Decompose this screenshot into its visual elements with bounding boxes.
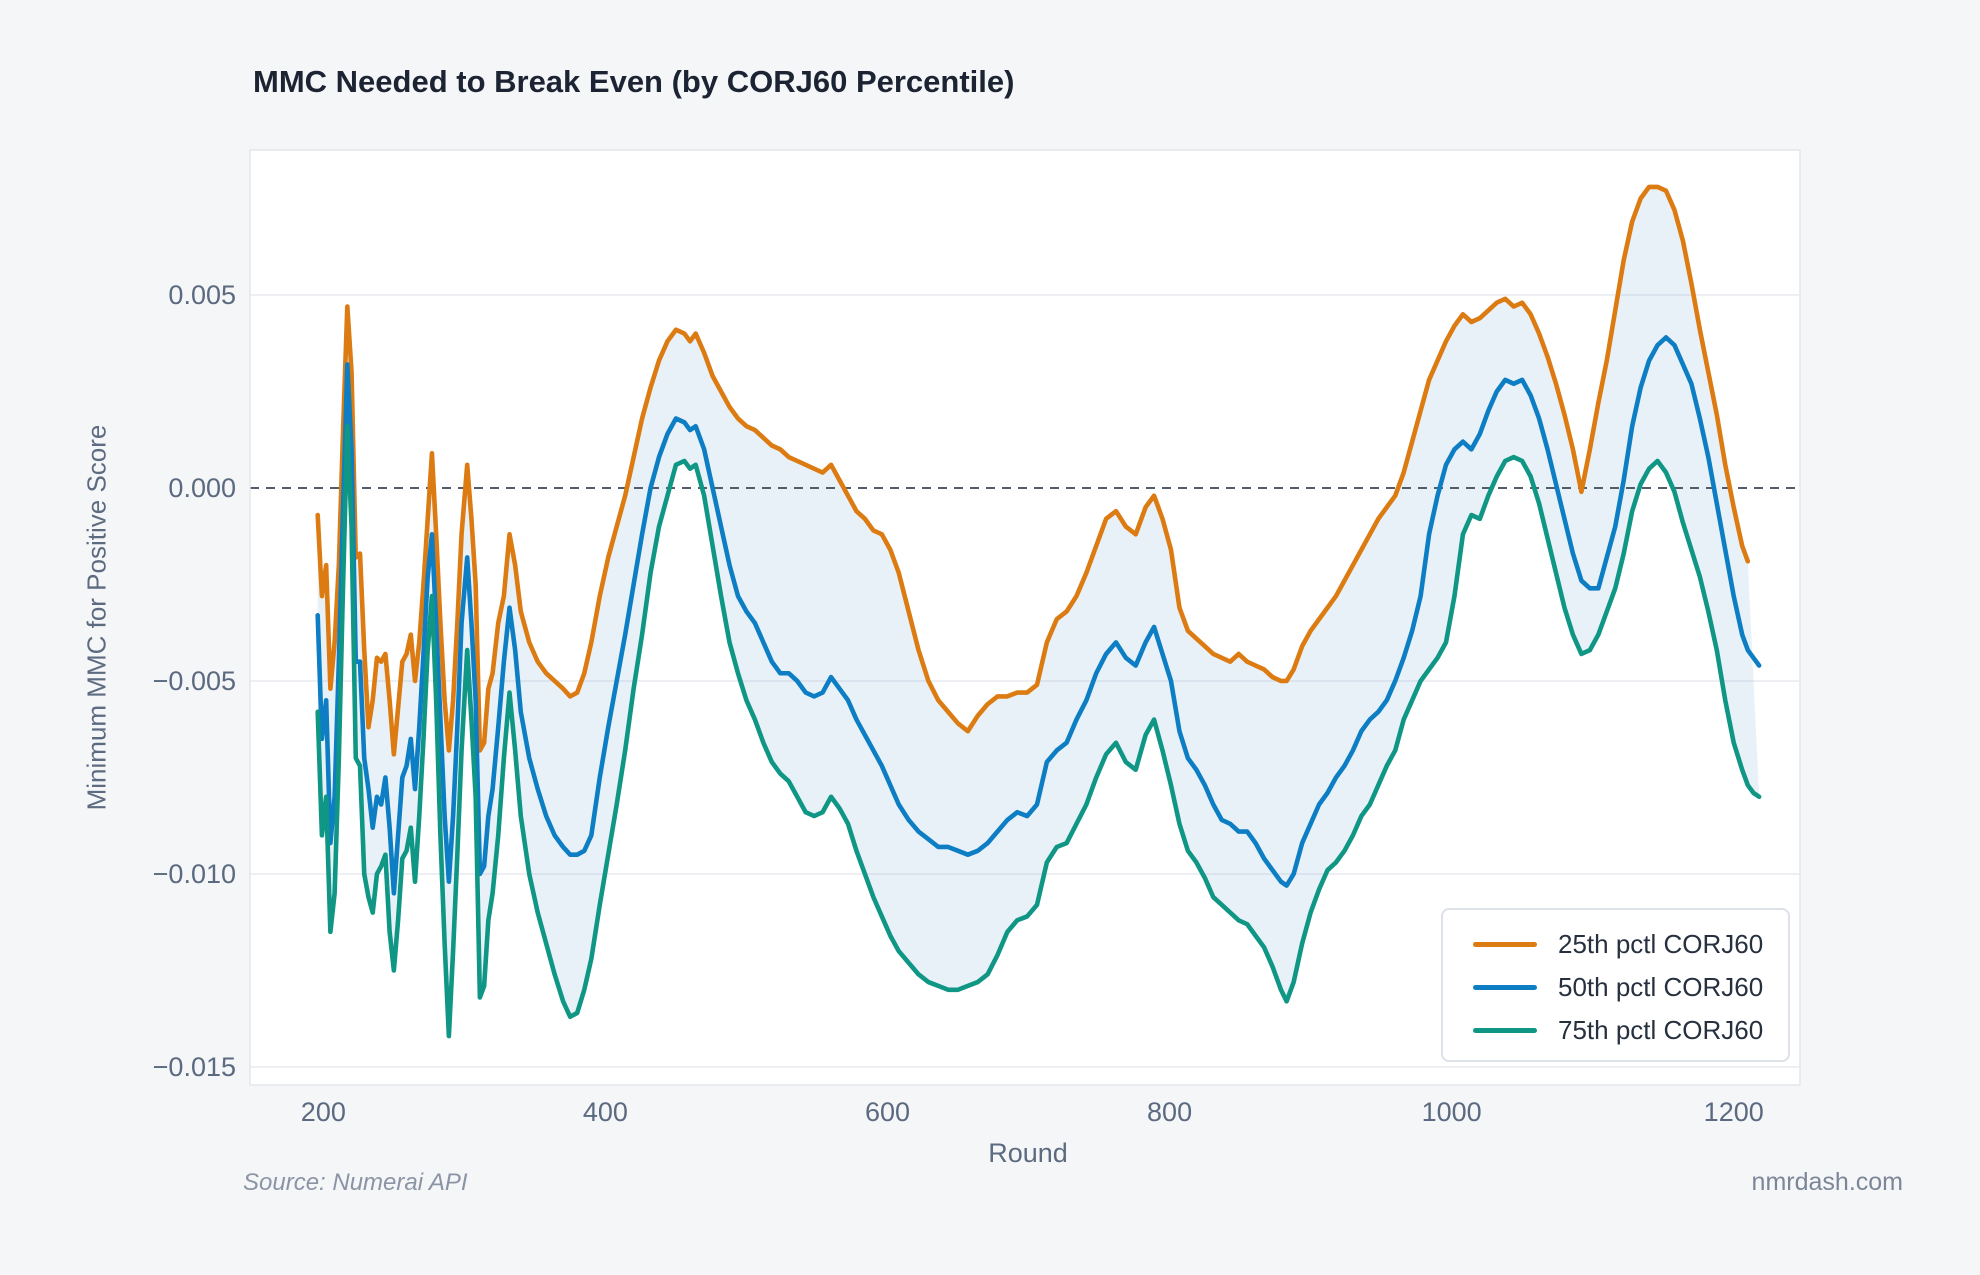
x-axis-title: Round <box>988 1138 1068 1168</box>
x-tick-label: 1200 <box>1704 1097 1764 1127</box>
series-line-25th-pctl[interactable] <box>315 184 1751 757</box>
legend-label: 25th pctl CORJ60 <box>1558 929 1764 959</box>
series-line-75th-pctl[interactable] <box>315 423 1762 1039</box>
brand-attribution: nmrdash.com <box>1751 1168 1903 1196</box>
series-line-50th-pctl[interactable] <box>315 335 1762 896</box>
x-tick-label: 400 <box>583 1097 628 1127</box>
legend-swatch-75th-icon <box>1473 1028 1537 1033</box>
x-tick-label: 600 <box>865 1097 910 1127</box>
x-tick-label: 800 <box>1147 1097 1192 1127</box>
plot-border <box>249 149 1801 1086</box>
y-tick-label: 0.000 <box>168 473 236 503</box>
legend[interactable]: 25th pctl CORJ60 50th pctl CORJ60 75th p… <box>1441 908 1790 1062</box>
legend-item-75th[interactable]: 75th pctl CORJ60 <box>1443 1009 1788 1052</box>
legend-swatch-50th-icon <box>1473 985 1537 990</box>
y-tick-label: −0.015 <box>153 1052 236 1082</box>
legend-item-25th[interactable]: 25th pctl CORJ60 <box>1443 923 1788 966</box>
y-tick-label: −0.010 <box>153 859 236 889</box>
y-tick-label: 0.005 <box>168 280 236 310</box>
legend-item-50th[interactable]: 50th pctl CORJ60 <box>1443 966 1788 1009</box>
legend-label: 50th pctl CORJ60 <box>1558 972 1764 1002</box>
percentile-band <box>317 186 1760 1037</box>
x-tick-label: 200 <box>301 1097 346 1127</box>
chart-title: MMC Needed to Break Even (by CORJ60 Perc… <box>253 64 1015 99</box>
x-tick-label: 1000 <box>1422 1097 1482 1127</box>
legend-swatch-25th-icon <box>1473 942 1537 947</box>
source-attribution: Source: Numerai API <box>243 1169 468 1196</box>
y-tick-label: −0.005 <box>153 666 236 696</box>
y-axis-title: Minimum MMC for Positive Score <box>81 424 112 811</box>
legend-label: 75th pctl CORJ60 <box>1558 1015 1764 1045</box>
